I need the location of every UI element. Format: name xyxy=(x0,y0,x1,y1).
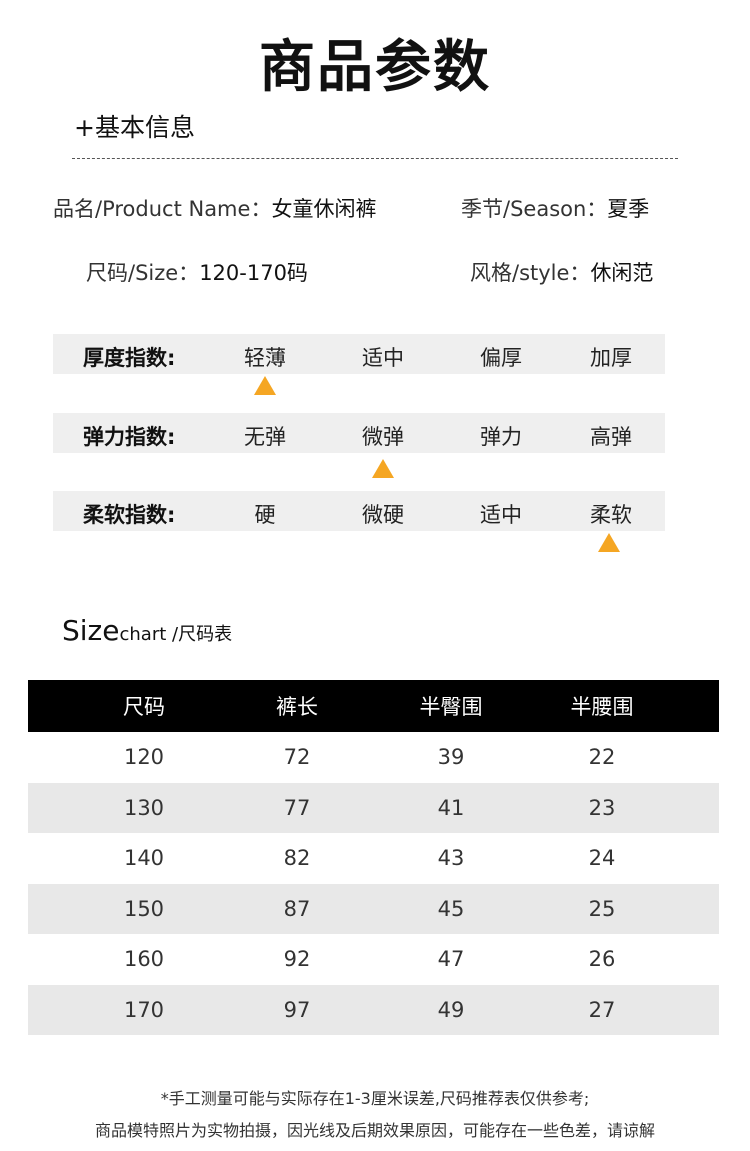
measurement-note: *手工测量可能与实际存在1-3厘米误差,尺码推荐表仅供参考; xyxy=(160,1089,590,1108)
softness-option: 柔软 xyxy=(590,503,632,527)
style-label: 风格/style： xyxy=(470,261,591,285)
product-name-info: 品名/Product Name：女童休闲裤 xyxy=(53,193,376,223)
header-cell: 尺码 xyxy=(123,695,165,719)
size-chart-table: 尺码 裤长 半臀围 半腰围 120 72 39 22 130 77 41 23 … xyxy=(28,680,719,1035)
size-chart-title-big: Size xyxy=(62,614,120,647)
table-cell: 82 xyxy=(283,846,311,871)
size-info: 尺码/Size：120-170码 xyxy=(86,257,308,287)
table-cell: 130 xyxy=(123,795,165,820)
table-cell: 160 xyxy=(123,947,165,972)
thickness-option: 适中 xyxy=(362,346,404,370)
page-title: 商品参数 xyxy=(259,35,491,100)
season-label: 季节/Season： xyxy=(461,197,608,221)
thickness-index-row: 厚度指数: 轻薄 适中 偏厚 加厚 xyxy=(53,334,665,374)
table-cell: 49 xyxy=(437,997,465,1022)
thickness-index-label: 厚度指数: xyxy=(83,346,176,370)
elasticity-index-label: 弹力指数: xyxy=(83,425,176,449)
table-cell: 72 xyxy=(283,745,311,770)
table-row: 170 97 49 27 xyxy=(28,984,719,1035)
table-row: 130 77 41 23 xyxy=(28,782,719,833)
softness-option: 硬 xyxy=(254,503,276,527)
table-cell: 150 xyxy=(123,896,165,921)
table-row: 150 87 45 25 xyxy=(28,883,719,934)
table-cell: 25 xyxy=(588,896,616,921)
size-value: 120-170码 xyxy=(199,261,308,285)
table-cell: 170 xyxy=(123,997,165,1022)
thickness-option: 加厚 xyxy=(590,346,632,370)
header-cell: 裤长 xyxy=(276,695,318,719)
season-value: 夏季 xyxy=(607,197,650,221)
thickness-marker-icon xyxy=(254,376,276,395)
table-cell: 120 xyxy=(123,745,165,770)
dashed-divider xyxy=(72,158,678,159)
elasticity-option: 微弹 xyxy=(362,425,404,449)
table-cell: 87 xyxy=(283,896,311,921)
elasticity-option: 无弹 xyxy=(244,425,286,449)
table-cell: 77 xyxy=(283,795,311,820)
softness-option: 适中 xyxy=(480,503,522,527)
table-cell: 27 xyxy=(588,997,616,1022)
table-row: 140 82 43 24 xyxy=(28,833,719,884)
softness-index-row: 柔软指数: 硬 微硬 适中 柔软 xyxy=(53,491,665,531)
softness-option: 微硬 xyxy=(362,503,404,527)
size-label: 尺码/Size： xyxy=(86,261,200,285)
softness-index-label: 柔软指数: xyxy=(83,503,176,527)
table-cell: 92 xyxy=(283,947,311,972)
softness-marker-icon xyxy=(598,533,620,552)
color-difference-note: 商品模特照片为实物拍摄，因光线及后期效果原因，可能存在一些色差，请谅解 xyxy=(94,1121,655,1140)
product-name-value: 女童休闲裤 xyxy=(271,197,377,221)
table-cell: 43 xyxy=(437,846,465,871)
header-cell: 半腰围 xyxy=(570,695,634,719)
header-cell: 半臀围 xyxy=(419,695,483,719)
table-row: 160 92 47 26 xyxy=(28,934,719,985)
thickness-option: 偏厚 xyxy=(480,346,522,370)
style-value: 休闲范 xyxy=(590,261,654,285)
elasticity-index-row: 弹力指数: 无弹 微弹 弹力 高弹 xyxy=(53,413,665,453)
table-cell: 45 xyxy=(437,896,465,921)
size-chart-header-row: 尺码 裤长 半臀围 半腰围 xyxy=(28,680,719,732)
table-row: 120 72 39 22 xyxy=(28,732,719,783)
table-cell: 24 xyxy=(588,846,616,871)
table-cell: 41 xyxy=(437,795,465,820)
table-cell: 47 xyxy=(437,947,465,972)
table-cell: 22 xyxy=(588,745,616,770)
table-cell: 26 xyxy=(588,947,616,972)
style-info: 风格/style：休闲范 xyxy=(470,257,653,287)
size-chart-title-small: chart /尺码表 xyxy=(119,624,233,645)
season-info: 季节/Season：夏季 xyxy=(461,193,649,223)
table-cell: 39 xyxy=(437,745,465,770)
elasticity-marker-icon xyxy=(372,459,394,478)
table-cell: 140 xyxy=(123,846,165,871)
thickness-option: 轻薄 xyxy=(244,346,286,370)
elasticity-option: 弹力 xyxy=(480,425,522,449)
size-chart-title: Sizechart /尺码表 xyxy=(62,614,232,647)
table-cell: 97 xyxy=(283,997,311,1022)
basic-info-heading: +基本信息 xyxy=(74,113,195,142)
product-name-label: 品名/Product Name： xyxy=(53,197,272,221)
table-cell: 23 xyxy=(588,795,616,820)
elasticity-option: 高弹 xyxy=(590,425,632,449)
